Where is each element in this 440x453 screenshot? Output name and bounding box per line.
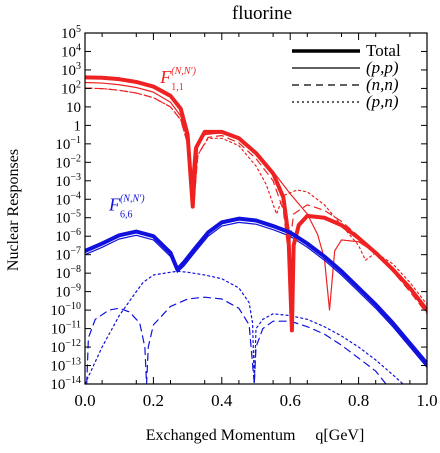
legend-label: Total — [366, 41, 401, 60]
y-tick-label: 10−13 — [50, 357, 81, 375]
y-tick-label: 10−4 — [55, 190, 81, 208]
legend: Total(p,p)(n,n)(p,n) — [292, 41, 401, 111]
series-layer — [85, 75, 427, 384]
y-tick-label: 104 — [61, 42, 81, 60]
y-tick-label: 10−9 — [55, 283, 81, 301]
chart-title: fluorine — [232, 3, 292, 24]
y-tick-label: 10−12 — [50, 338, 81, 356]
svg-text:6,6: 6,6 — [120, 209, 133, 220]
x-tick-label: 0.6 — [280, 391, 301, 410]
ticks-layer: 0.0 0.2 0.4 0.6 0.8 1.010510410310210110−110−… — [50, 24, 437, 410]
annotations: F (N,N′)1,1F (N,N′)6,6 — [108, 66, 197, 220]
y-tick-label: 10−3 — [55, 172, 81, 190]
y-tick-label: 10−10 — [50, 301, 81, 319]
x-tick-label: 0.0 — [74, 391, 95, 410]
y-tick-label: 10−7 — [55, 246, 81, 264]
legend-label: (p,p) — [366, 58, 399, 77]
series-f11-total — [85, 75, 427, 333]
y-tick-label: 10−11 — [51, 320, 81, 338]
y-tick-label: 103 — [61, 61, 81, 79]
y-tick-label: 1 — [74, 118, 82, 134]
series-f11-pn — [85, 87, 427, 306]
svg-text:(N,N′): (N,N′) — [171, 66, 196, 77]
y-tick-label: 10−5 — [55, 209, 81, 227]
series-f66-pp — [85, 221, 427, 368]
x-tick-label: 0.2 — [143, 391, 164, 410]
svg-text:F: F — [159, 67, 172, 87]
svg-text:F: F — [108, 194, 121, 214]
response-label: F (N,N′) 1,1 — [159, 66, 196, 93]
svg-text:(N,N′): (N,N′) — [120, 193, 145, 204]
series-f66-pn — [85, 270, 404, 384]
y-tick-label: 10−14 — [50, 375, 81, 393]
y-tick-label: 102 — [61, 79, 81, 97]
y-tick-label: 105 — [61, 24, 81, 42]
svg-text:1,1: 1,1 — [171, 82, 184, 93]
plot-frame — [84, 32, 428, 385]
y-tick-label: 10 — [66, 100, 81, 116]
x-tick-label: 0.8 — [348, 391, 369, 410]
y-tick-label: 10−6 — [55, 227, 81, 245]
x-tick-label: 0.4 — [211, 391, 233, 410]
y-tick-label: 10−2 — [55, 153, 81, 171]
series-f66-nn — [86, 296, 387, 384]
legend-label: (p,n) — [366, 92, 399, 111]
x-axis-label: Exchanged Momentum q[GeV] — [146, 427, 365, 444]
y-tick-label: 10−1 — [55, 135, 81, 153]
response-label: F (N,N′) 6,6 — [108, 193, 145, 220]
legend-label: (n,n) — [366, 75, 399, 94]
y-axis-label: Nuclear Responses — [5, 149, 22, 271]
x-tick-label: 1.0 — [416, 391, 437, 410]
y-tick-label: 10−8 — [55, 264, 81, 282]
series-f66-total — [85, 216, 427, 366]
